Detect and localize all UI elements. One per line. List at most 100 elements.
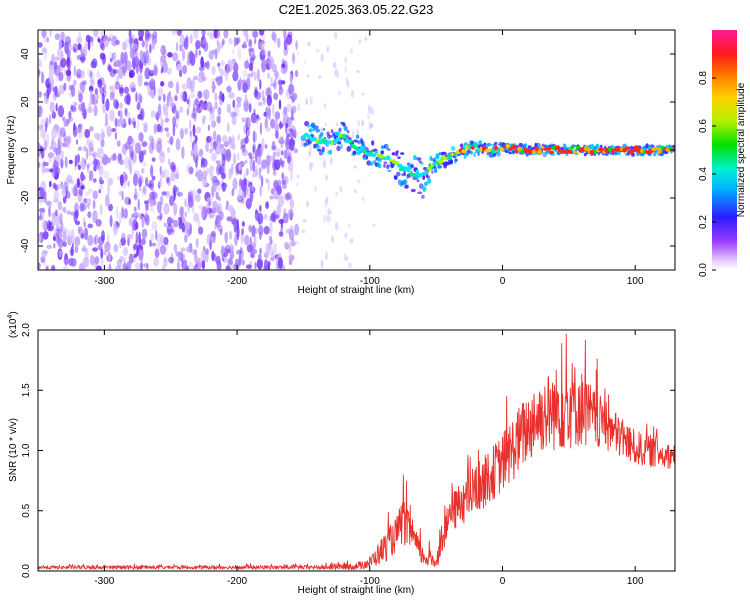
- noise-speck: [244, 234, 250, 246]
- signal-cell: [494, 141, 498, 145]
- noise-speck: [290, 155, 294, 166]
- noise-speck: [79, 56, 86, 61]
- noise-speck: [182, 260, 188, 270]
- snr-marks: [38, 333, 675, 571]
- noise-speck: [236, 249, 242, 255]
- noise-speck: [324, 199, 328, 209]
- noise-speck: [95, 265, 102, 270]
- noise-speck: [138, 30, 145, 38]
- noise-speck: [273, 192, 280, 200]
- noise-speck: [44, 168, 51, 173]
- noise-speck: [38, 42, 43, 48]
- signal-peak-cell: [303, 132, 309, 137]
- noise-speck: [149, 43, 152, 54]
- signal-cell: [431, 170, 434, 174]
- noise-speck: [149, 78, 156, 90]
- noise-speck: [207, 124, 211, 131]
- noise-speck: [113, 61, 118, 68]
- noise-speck: [52, 147, 57, 152]
- noise-speck: [326, 215, 330, 221]
- noise-speck: [245, 168, 249, 176]
- noise-speck: [233, 62, 239, 74]
- signal-cell: [523, 143, 528, 148]
- signal-peak-cell: [336, 136, 341, 142]
- noise-speck: [88, 188, 94, 194]
- noise-speck: [240, 232, 245, 245]
- noise-speck: [114, 81, 121, 90]
- noise-speck: [43, 162, 49, 167]
- noise-speck: [54, 214, 61, 227]
- signal-cell: [460, 143, 464, 149]
- noise-speck: [89, 70, 93, 79]
- signal-cell: [380, 150, 385, 155]
- noise-speck: [184, 198, 187, 208]
- noise-speck: [141, 168, 145, 174]
- noise-speck: [132, 211, 139, 219]
- noise-speck: [283, 149, 288, 159]
- noise-speck: [59, 127, 66, 138]
- noise-speck: [45, 265, 49, 270]
- noise-speck: [127, 180, 130, 187]
- noise-speck: [100, 155, 103, 168]
- noise-speck: [82, 46, 85, 58]
- signal-cell: [336, 145, 341, 152]
- snr-plot-area: [38, 330, 675, 571]
- noise-speck: [278, 99, 282, 110]
- signal-cell: [371, 140, 375, 146]
- spectrogram-x-axis-label: Height of straight line (km): [298, 285, 415, 296]
- noise-speck: [76, 36, 83, 44]
- snr-y-tick-label: 1.5: [21, 383, 32, 397]
- noise-speck: [248, 62, 254, 72]
- noise-speck: [259, 146, 263, 158]
- noise-speck: [246, 129, 250, 137]
- noise-speck: [290, 116, 295, 121]
- noise-speck: [323, 103, 327, 109]
- noise-speck: [323, 214, 327, 223]
- noise-speck: [190, 149, 194, 157]
- noise-speck: [57, 183, 64, 190]
- noise-speck: [100, 138, 105, 148]
- noise-speck: [175, 81, 180, 95]
- noise-speck: [98, 189, 102, 194]
- noise-speck: [297, 103, 300, 112]
- noise-speck: [252, 173, 255, 178]
- noise-speck: [119, 174, 124, 187]
- noise-speck: [137, 92, 142, 105]
- signal-peak-cell: [510, 144, 517, 150]
- noise-speck: [93, 178, 97, 183]
- noise-speck: [138, 231, 142, 245]
- noise-speck: [189, 119, 192, 131]
- noise-speck: [346, 80, 350, 88]
- noise-speck: [258, 225, 264, 236]
- noise-speck: [123, 256, 126, 269]
- noise-speck: [280, 67, 286, 74]
- noise-speck: [253, 130, 256, 144]
- signal-cell: [393, 175, 398, 180]
- snr-x-tick-label: -100: [360, 576, 380, 587]
- signal-peak-cell: [394, 160, 399, 166]
- noise-speck: [78, 187, 84, 197]
- noise-speck: [282, 212, 289, 224]
- noise-speck: [272, 103, 275, 116]
- noise-speck: [284, 31, 287, 44]
- noise-speck: [237, 188, 244, 201]
- noise-speck: [263, 225, 270, 235]
- noise-speck: [181, 83, 188, 91]
- noise-speck: [261, 46, 265, 56]
- noise-speck: [186, 165, 190, 173]
- spectrogram-x-ticks: -300 -200 -100 0 100: [94, 30, 644, 287]
- signal-peak-cell: [341, 133, 347, 139]
- noise-speck: [100, 128, 105, 141]
- noise-speck: [174, 109, 180, 115]
- noise-speck: [115, 265, 122, 270]
- noise-speck: [265, 201, 269, 209]
- noise-speck: [55, 92, 60, 98]
- noise-speck: [49, 101, 55, 113]
- noise-speck: [178, 216, 182, 222]
- noise-speck: [264, 117, 268, 130]
- signal-peak-cell: [554, 145, 561, 150]
- noise-speck: [81, 70, 85, 79]
- noise-speck: [246, 57, 249, 66]
- noise-speck: [274, 123, 280, 132]
- noise-speck: [117, 118, 121, 128]
